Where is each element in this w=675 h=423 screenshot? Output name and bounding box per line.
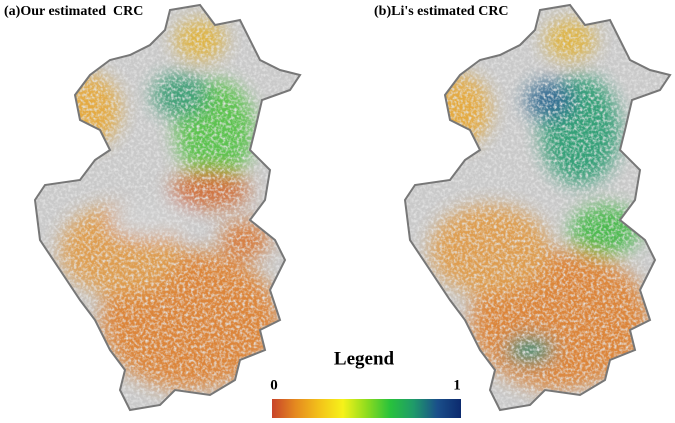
map-a [35,5,300,410]
panel-title: (b)Li's estimated CRC [374,4,509,19]
legend-max: 1 [453,377,461,393]
map-b [405,5,670,410]
color-bar [272,399,461,418]
legend-min: 0 [270,377,278,393]
legend-title: Legend [334,348,395,369]
panel-title: (a)Our estimated CRC [4,4,143,19]
